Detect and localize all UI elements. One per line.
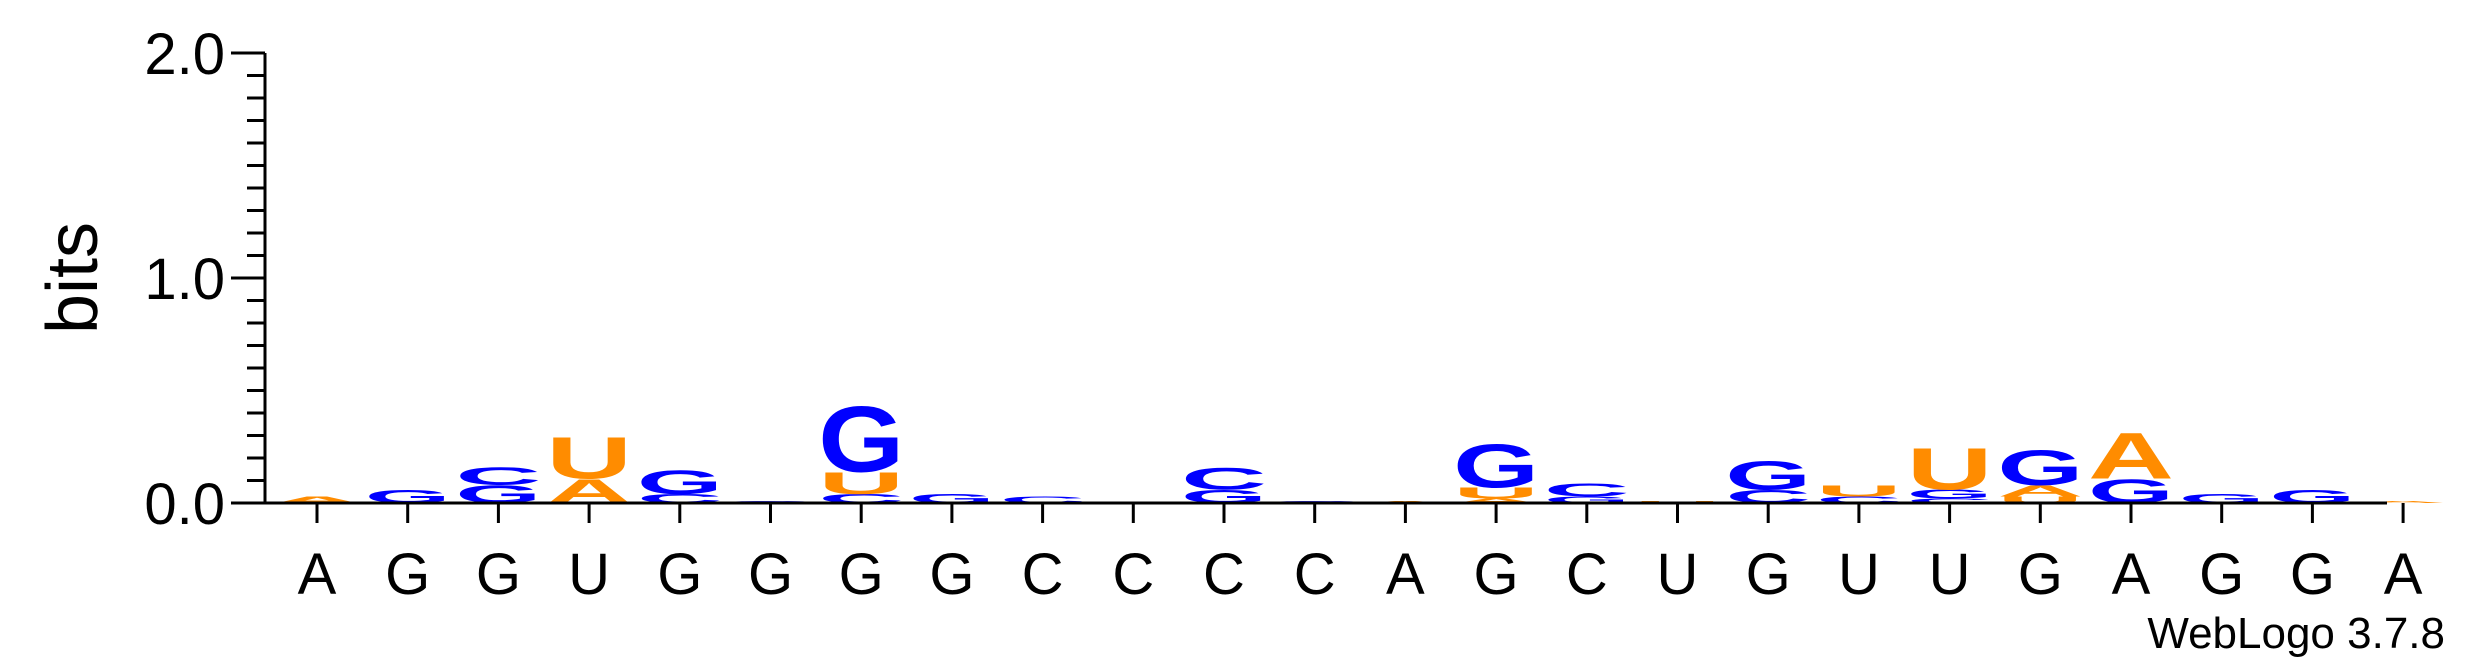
- x-tick-label: G: [1474, 542, 1519, 607]
- x-tick-label: G: [657, 542, 702, 607]
- logo-letter-G: G: [1544, 495, 1630, 506]
- x-tick-label: G: [1746, 542, 1791, 607]
- x-tick-label: A: [298, 542, 337, 607]
- y-tick-label: 0.0: [144, 472, 225, 537]
- x-tick-label: U: [1838, 542, 1880, 607]
- logo-letter-A: A: [2088, 420, 2174, 493]
- logo-letter-C: C: [1907, 497, 1993, 504]
- x-tick-label: G: [839, 542, 884, 607]
- logo-letter-G: G: [1997, 440, 2083, 496]
- x-tick-label: C: [1022, 542, 1064, 607]
- x-tick-label: G: [2290, 542, 2335, 607]
- y-axis-label: bits: [33, 222, 113, 334]
- logo-letter-G: G: [818, 386, 904, 491]
- x-tick-label: C: [1203, 542, 1245, 607]
- logo-letter-C: C: [1181, 462, 1267, 497]
- x-tick-label: G: [2018, 542, 2063, 607]
- logo-letter-U: U: [818, 466, 904, 501]
- x-tick-label: G: [748, 542, 793, 607]
- x-tick-label: C: [1112, 542, 1154, 607]
- x-tick-label: G: [2199, 542, 2244, 607]
- weblogo-credit: WebLogo 3.7.8: [2147, 609, 2445, 658]
- logo-letter-G: G: [1907, 487, 1993, 501]
- x-tick-label: G: [476, 542, 521, 607]
- y-tick-label: 1.0: [144, 247, 225, 312]
- x-tick-label: A: [1386, 542, 1425, 607]
- logo-letter-G: G: [637, 463, 723, 501]
- logo-letter-C: C: [1544, 480, 1630, 501]
- x-tick-label: G: [385, 542, 430, 607]
- logo-letter-G: G: [1725, 453, 1811, 498]
- logo-letter-C: C: [455, 463, 541, 491]
- x-tick-label: G: [929, 542, 974, 607]
- logo-letter-U: U: [546, 425, 632, 491]
- logo-letter-A: A: [274, 495, 360, 505]
- logo-letter-A: A: [1453, 497, 1539, 504]
- logo-letter-U: U: [1453, 484, 1539, 501]
- logo-letter-C: C: [1000, 495, 1086, 505]
- x-tick-label: C: [1566, 542, 1608, 607]
- x-tick-label: A: [2384, 542, 2423, 607]
- x-tick-label: A: [2112, 542, 2151, 607]
- logo-letter-U: U: [1907, 436, 1993, 502]
- y-tick-label: 2.0: [144, 22, 225, 87]
- logo-letter-G: G: [1453, 432, 1539, 502]
- logo-letter-U: U: [1816, 482, 1902, 499]
- logo-letter-stacks: AGGCAUCGGCUGGCGCCAAUGGCUCGCUCGUUAGGAGGA: [274, 386, 2446, 510]
- logo-letter-A: A: [2360, 500, 2446, 503]
- logo-letter-C: C: [1816, 495, 1902, 505]
- y-axis-ticks: 0.0 1.0 2.0: [144, 22, 265, 537]
- x-tick-label: U: [1929, 542, 1971, 607]
- logo-letter-U: U: [1997, 495, 2083, 505]
- x-tick-label: U: [1657, 542, 1699, 607]
- logo-letter-A: A: [1997, 482, 2083, 499]
- x-tick-label: C: [1294, 542, 1336, 607]
- x-tick-label: U: [568, 542, 610, 607]
